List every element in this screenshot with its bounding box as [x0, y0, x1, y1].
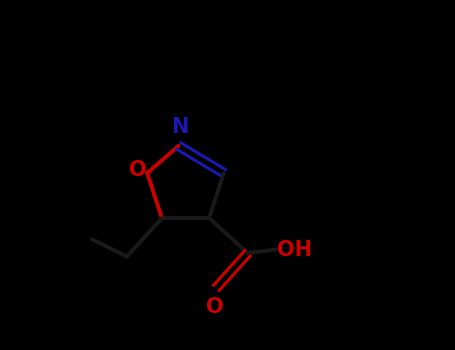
- Text: O: O: [129, 160, 146, 180]
- Text: OH: OH: [278, 239, 313, 260]
- Text: O: O: [206, 297, 223, 317]
- Text: N: N: [172, 117, 189, 137]
